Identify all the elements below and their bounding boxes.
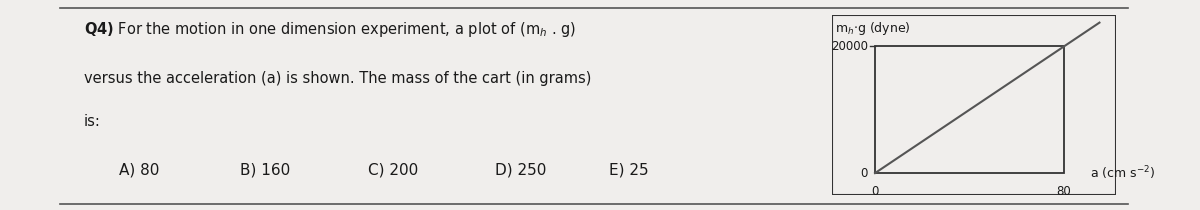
Text: versus the acceleration (a) is shown. The mass of the cart (in grams): versus the acceleration (a) is shown. Th… [84,71,592,86]
Bar [875,46,1064,173]
Text: E) 25: E) 25 [608,162,648,177]
Text: D) 250: D) 250 [496,162,546,177]
Text: 0: 0 [860,167,868,180]
Text: m$_h$$\cdot$g (dyne): m$_h$$\cdot$g (dyne) [835,20,911,37]
Text: 0: 0 [871,185,878,198]
Text: C) 200: C) 200 [367,162,418,177]
Text: 80: 80 [1057,185,1072,198]
Text: 20000: 20000 [830,40,868,53]
Text: a (cm s$^{-2}$): a (cm s$^{-2}$) [1090,164,1156,182]
Text: B) 160: B) 160 [240,162,290,177]
Text: is:: is: [84,114,101,129]
Text: $\bf{Q4)}$ For the motion in one dimension experiment, a plot of (m$_h$ . g): $\bf{Q4)}$ For the motion in one dimensi… [84,20,576,39]
Text: A) 80: A) 80 [120,162,160,177]
